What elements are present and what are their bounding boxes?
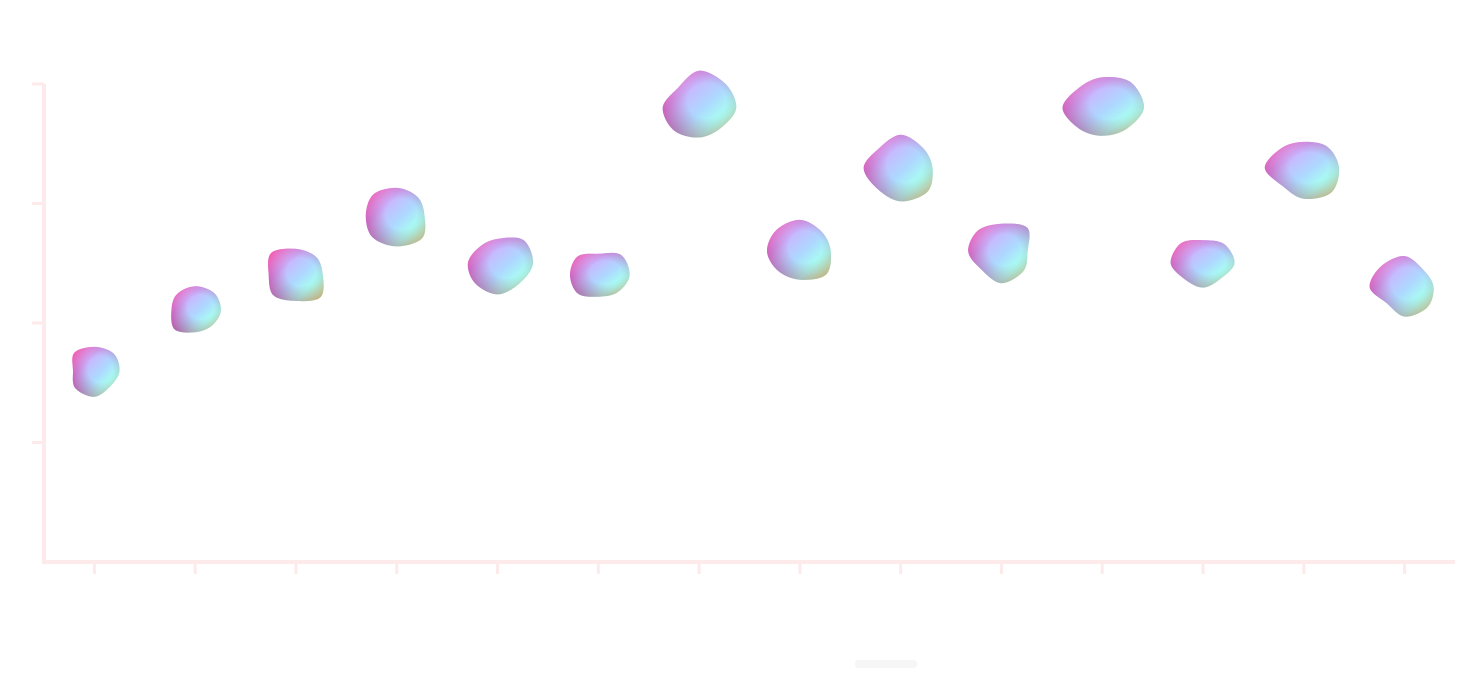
- point-highlight: [1062, 76, 1144, 136]
- data-points: [72, 70, 1434, 397]
- point-highlight: [467, 237, 534, 295]
- point-highlight: [569, 252, 630, 297]
- scatter-point: [1062, 76, 1144, 136]
- scatter-point: [467, 237, 534, 295]
- scatter-point: [365, 187, 426, 247]
- point-highlight: [1264, 141, 1340, 200]
- point-highlight: [968, 223, 1030, 284]
- point-highlight: [1170, 240, 1235, 288]
- x-ticks: [92, 562, 1407, 574]
- scatter-point: [569, 252, 630, 297]
- scatter-point: [1264, 141, 1340, 200]
- scatter-point: [268, 248, 324, 302]
- scatter-point: [72, 346, 120, 397]
- scatter-point: [171, 286, 221, 333]
- point-highlight: [72, 346, 120, 397]
- point-highlight: [268, 248, 324, 302]
- point-highlight: [662, 70, 737, 138]
- point-highlight: [365, 187, 426, 247]
- scatter-point: [1369, 256, 1434, 317]
- scatter-point: [1170, 240, 1235, 288]
- chart-axes: [42, 84, 1455, 564]
- point-highlight: [171, 286, 221, 333]
- caption-placeholder: [855, 660, 917, 668]
- scatter-point: [662, 70, 737, 138]
- y-ticks: [32, 82, 44, 444]
- scatter-point: [863, 134, 933, 202]
- scatter-point: [968, 223, 1030, 284]
- point-highlight: [863, 134, 933, 202]
- point-highlight: [766, 219, 832, 280]
- scatter-point: [766, 219, 832, 280]
- point-highlight: [1369, 256, 1434, 317]
